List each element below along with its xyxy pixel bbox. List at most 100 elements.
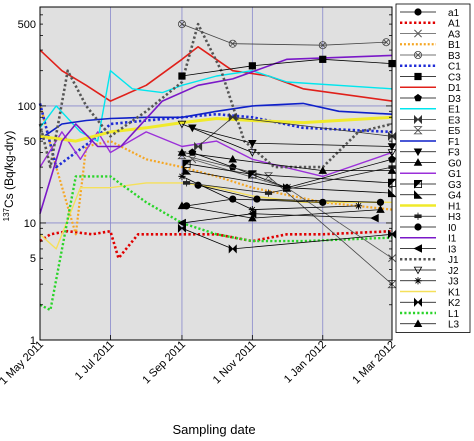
series-marker <box>391 229 397 239</box>
legend-label: A3 <box>448 29 461 40</box>
legend-entry-C3: C3 <box>400 72 461 83</box>
legend: a1A1A3B1B3C1C3D1D3E1E3E5F1F3G0G1G3G4H1H3… <box>395 3 471 333</box>
series-marker <box>228 39 237 48</box>
series-marker <box>387 131 393 141</box>
y-tick-label: 10 <box>24 218 36 230</box>
legend-label: A1 <box>448 19 461 30</box>
series-marker <box>197 141 203 152</box>
legend-label: B1 <box>448 40 461 51</box>
x-axis-ticks: 1 May 2011 1 Jul 2011 1 Sep 2011 1 Nov 2011… <box>0 335 398 387</box>
y-tick-label: 100 <box>18 101 36 113</box>
series-group <box>38 20 397 312</box>
y-axis-label-mass-number: 137 <box>2 207 11 221</box>
y-tick-label: 1 <box>30 335 36 347</box>
legend-entry-C1: C1 <box>400 62 461 73</box>
series-marker <box>228 154 238 163</box>
series-line <box>181 152 392 171</box>
series-K2 <box>177 223 397 254</box>
series-marker <box>391 131 397 141</box>
x-axis-label: Sampling date <box>172 422 255 437</box>
legend-label: F3 <box>448 148 460 159</box>
x-tick-label: 1 May 2011 <box>0 339 46 388</box>
series-marker <box>413 158 423 166</box>
series-marker <box>354 202 363 210</box>
series-L1 <box>39 175 393 312</box>
series-E3 <box>194 112 397 152</box>
series-marker <box>232 112 237 122</box>
series-J3 <box>178 172 363 214</box>
series-marker <box>413 244 423 253</box>
series-line <box>39 229 393 260</box>
series-line <box>38 22 393 169</box>
series-marker <box>248 149 257 157</box>
legend-label: C3 <box>448 72 461 83</box>
series-marker <box>318 166 328 174</box>
legend-label: I0 <box>448 223 457 234</box>
series-marker <box>413 148 423 157</box>
legend-label: H3 <box>448 212 461 223</box>
legend-label: L3 <box>448 320 460 331</box>
y-axis-label: 137Cs (Bq/kg-dry) <box>2 131 17 222</box>
series-marker <box>413 114 419 125</box>
legend-label: K1 <box>448 287 461 298</box>
legend-label: B3 <box>448 51 461 62</box>
series-marker <box>318 41 327 50</box>
series-marker <box>248 213 257 222</box>
series-marker <box>383 39 390 46</box>
x-tick-label: 1 Jul 2011 <box>73 339 117 383</box>
legend-label: G0 <box>448 158 462 169</box>
series-marker <box>413 319 423 328</box>
legend-entry-B1: B1 <box>400 40 461 51</box>
series-marker <box>414 277 422 285</box>
y-axis-label-text: Cs (Bq/kg-dry) <box>2 131 16 208</box>
legend-entry-F3: F3 <box>400 148 460 159</box>
series-marker <box>248 62 256 70</box>
legend-label: F1 <box>448 137 460 148</box>
y-tick-label: 50 <box>24 136 36 148</box>
series-line <box>181 58 393 77</box>
x-tick-label: 1 Sep 2011 <box>140 339 188 387</box>
legend-label: C1 <box>448 62 461 73</box>
legend-entry-L3: L3 <box>400 319 460 331</box>
legend-entry-D3: D3 <box>400 94 461 105</box>
legend-label: D1 <box>448 83 461 94</box>
legend-label: I3 <box>448 244 457 255</box>
series-line <box>38 103 393 236</box>
series-marker <box>414 223 422 231</box>
series-line <box>192 152 393 189</box>
legend-entry-I3: I3 <box>400 244 457 255</box>
legend-label: J2 <box>448 266 459 277</box>
series-marker <box>382 38 391 47</box>
series-marker <box>413 190 423 199</box>
series-line <box>39 115 393 143</box>
legend-entry-A1: A1 <box>400 19 461 30</box>
legend-entry-J3: J3 <box>400 277 459 288</box>
series-line <box>39 70 393 142</box>
legend-entry-I0: I0 <box>400 223 457 234</box>
legend-entry-J2: J2 <box>400 266 459 277</box>
series-marker <box>417 297 423 307</box>
y-tick-label: 500 <box>18 19 36 31</box>
series-E1 <box>39 70 393 142</box>
series-marker <box>414 72 422 81</box>
series-marker <box>417 114 423 125</box>
legend-label: G4 <box>448 191 462 202</box>
legend-entry-A3: A3 <box>400 29 461 40</box>
series-marker <box>414 8 422 16</box>
series-G0 <box>177 148 397 174</box>
legend-label: L1 <box>448 309 460 320</box>
series-F1 <box>39 102 393 140</box>
series-marker <box>228 244 234 254</box>
legend-entry-L1: L1 <box>400 309 460 320</box>
series-marker <box>413 266 423 275</box>
series-H1 <box>39 115 393 143</box>
series-marker <box>177 218 186 228</box>
legend-label: a1 <box>448 8 460 19</box>
series-marker <box>413 126 423 135</box>
y-axis-ticks: 1 5 10 50 100 500 <box>18 6 392 347</box>
legend-label: I1 <box>448 234 457 245</box>
series-marker <box>232 244 237 254</box>
series-marker <box>263 172 274 181</box>
legend-entry-H3: H3 <box>400 212 461 223</box>
series-marker <box>414 29 422 38</box>
